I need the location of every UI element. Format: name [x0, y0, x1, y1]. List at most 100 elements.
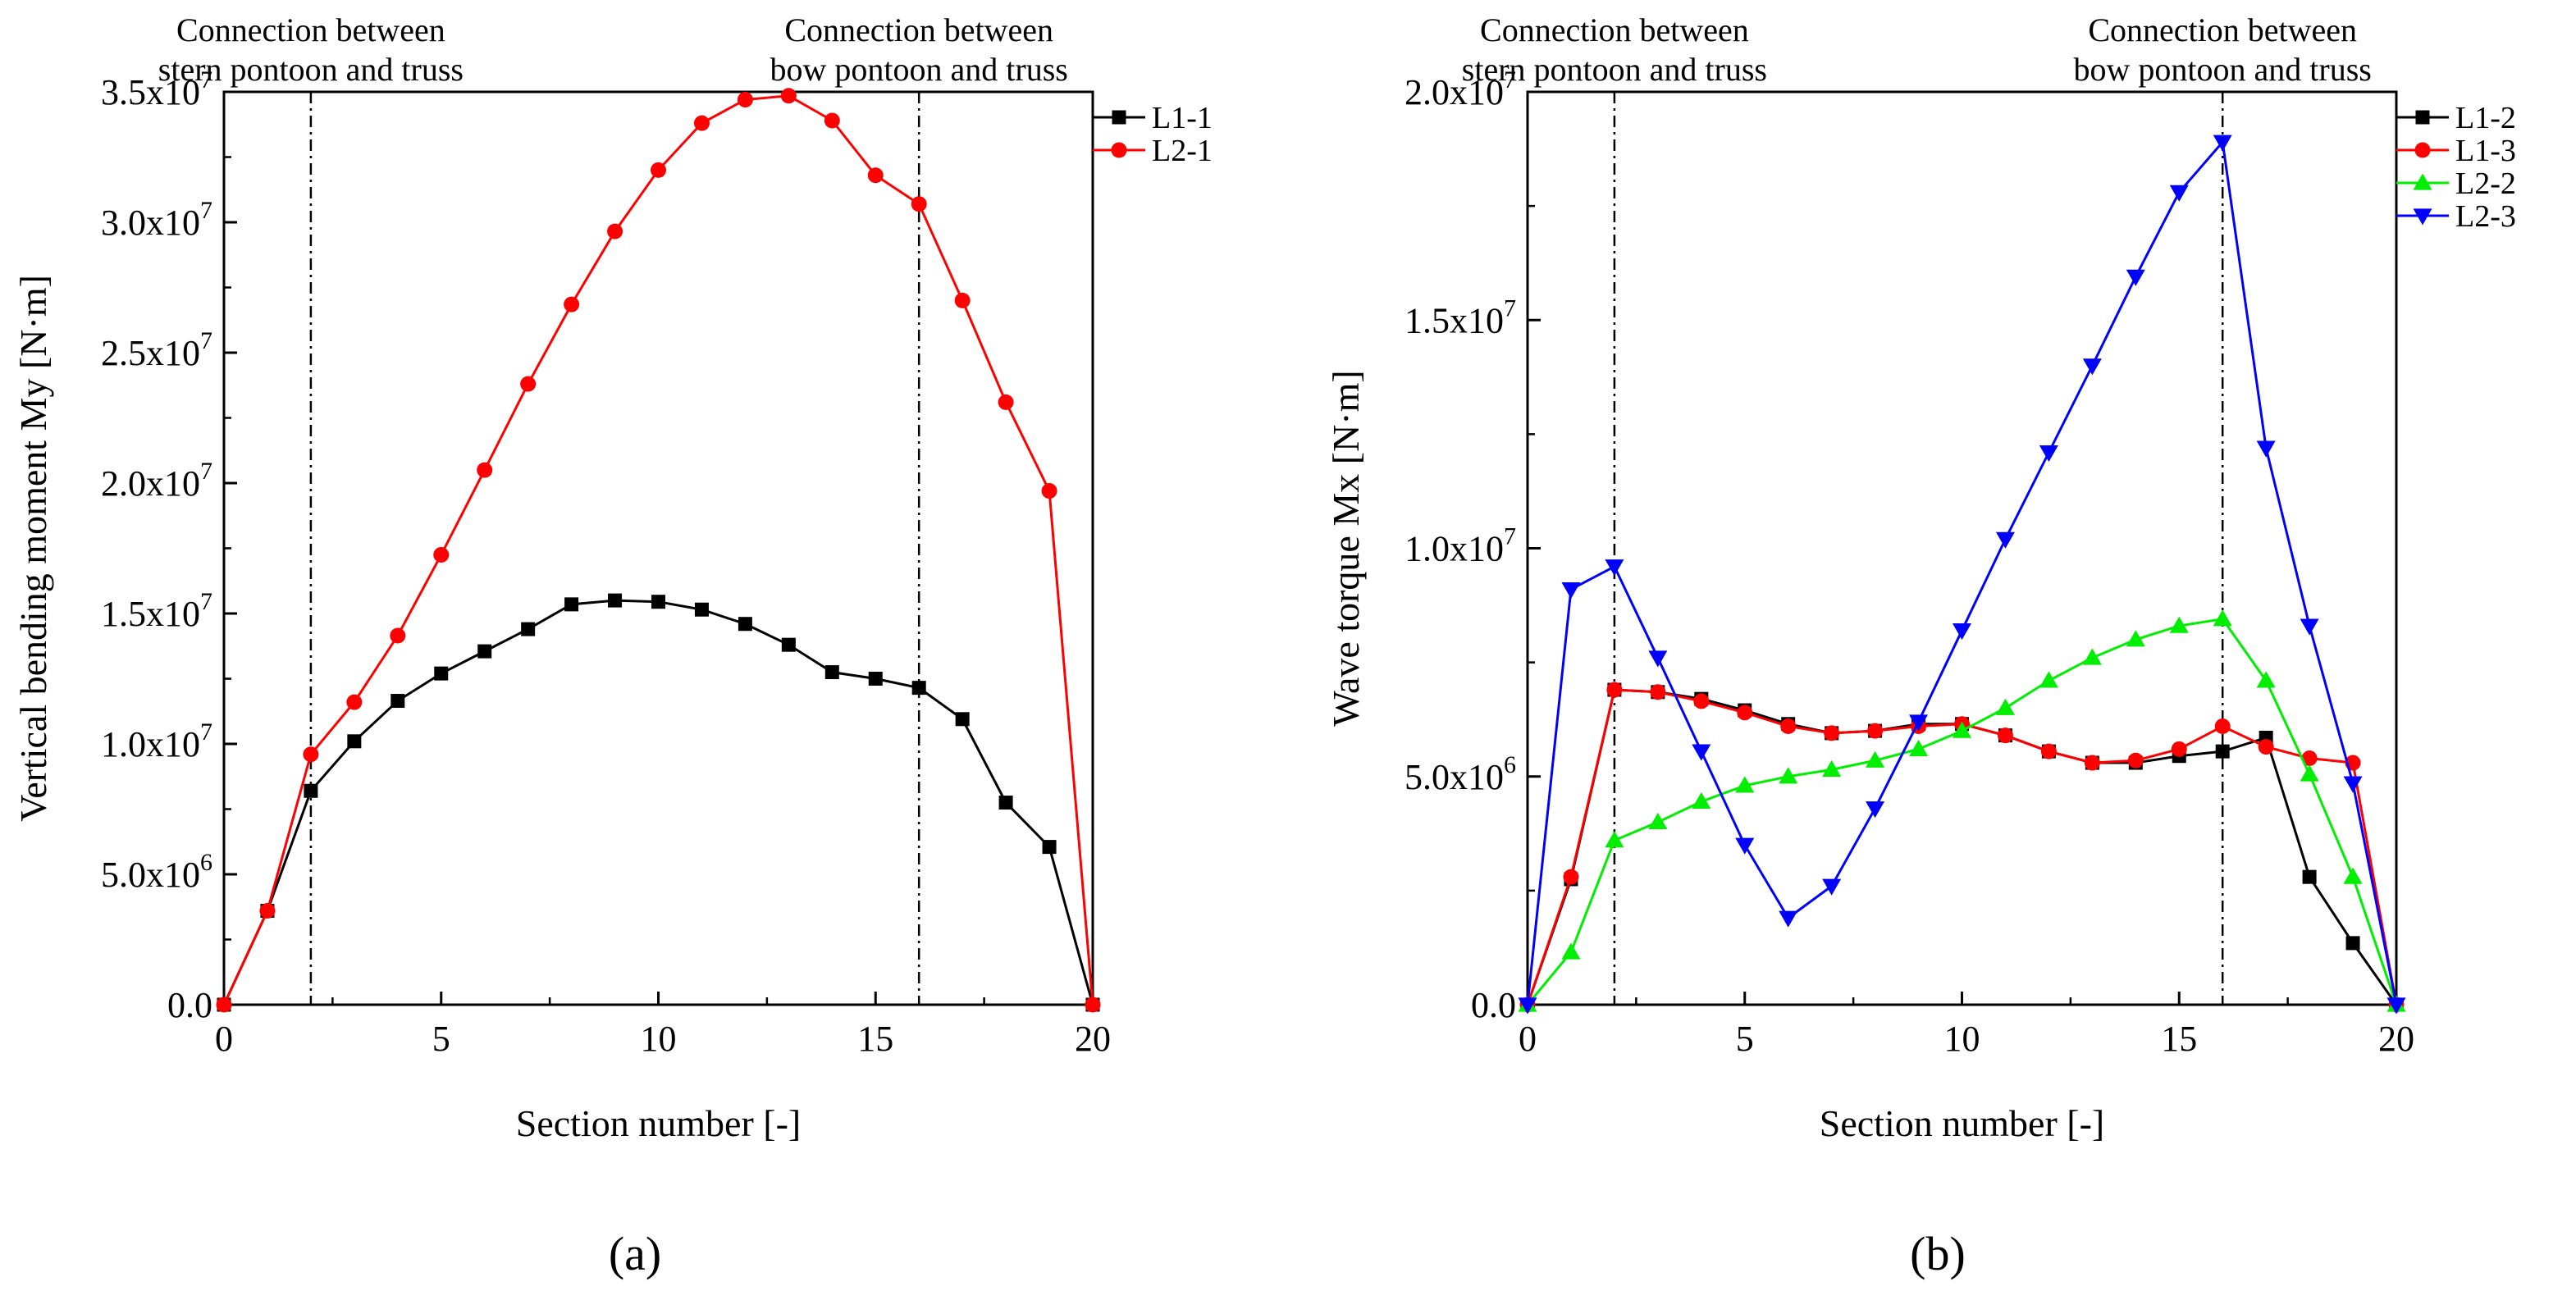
data-point-l2-2 [2256, 671, 2276, 688]
data-point-l2-3 [2039, 445, 2058, 463]
y-tick-base: 3.5x10 [101, 72, 200, 112]
data-point-l2-3 [2126, 269, 2145, 286]
data-point-l2-2 [2126, 630, 2145, 647]
y-tick-label: 1.5x107 [101, 588, 212, 634]
panel-b: 0 5 10 15 200.05.0x1061.0x1071.5x1072.0x107S… [1325, 11, 2516, 1280]
x-tick-label: 5 [1736, 1019, 1754, 1059]
data-point-l2-3 [1518, 997, 1537, 1015]
data-point-l2-1 [737, 92, 753, 108]
y-tick-exponent: 7 [200, 197, 212, 224]
data-point-l1-1 [781, 637, 796, 652]
connection-annotation: Connection between [784, 11, 1053, 48]
data-point-l2-3 [1779, 910, 1798, 928]
y-tick-exponent: 7 [200, 327, 212, 354]
data-point-l2-3 [2300, 618, 2319, 636]
connection-annotation: bow pontoon and truss [2074, 51, 2372, 88]
y-tick-base: 1.0x10 [1404, 529, 1504, 569]
connection-annotation: stern pontoon and truss [1462, 51, 1767, 88]
y-tick-base: 0.0 [167, 985, 212, 1025]
x-tick-label: 0 [215, 1019, 233, 1059]
data-point-l2-3 [1561, 582, 1581, 600]
data-point-l1-3 [2214, 718, 2231, 735]
y-axis-title: Vertical bending moment My [N·m] [12, 275, 54, 822]
data-point-l1-3 [2040, 743, 2057, 759]
data-point-l2-2 [1561, 942, 1581, 960]
legend-label: L2-2 [2455, 166, 2516, 201]
y-tick-label: 0.0 [1471, 985, 1516, 1025]
legend-marker [1112, 110, 1126, 125]
connection-annotation: Connection between [2088, 11, 2357, 48]
legend-label: L1-3 [2455, 134, 2516, 168]
y-tick-exponent: 7 [200, 718, 212, 746]
y-tick-base: 1.5x10 [101, 594, 200, 634]
legend-marker [2415, 110, 2430, 125]
data-point-l2-1 [303, 746, 319, 763]
y-tick-base: 5.0x10 [1404, 757, 1504, 797]
data-point-l2-1 [651, 162, 666, 178]
x-tick-label: 10 [1944, 1019, 1980, 1059]
y-tick-label: 0.0 [167, 985, 212, 1025]
y-tick-label: 1.5x107 [1404, 294, 1516, 340]
y-tick-base: 2.0x10 [101, 463, 200, 504]
data-point-l2-3 [2169, 185, 2189, 202]
data-point-l2-1 [1041, 483, 1057, 499]
connection-annotation: Connection between [1480, 11, 1749, 48]
legend-marker [2413, 208, 2432, 226]
data-point-l2-1 [954, 292, 971, 308]
data-point-l2-3 [1605, 559, 1624, 577]
data-point-l1-3 [1867, 723, 1884, 739]
data-point-l2-3 [1866, 801, 1885, 819]
data-point-l2-1 [259, 903, 276, 919]
data-point-l2-2 [2039, 671, 2058, 688]
legend-marker [2414, 142, 2431, 158]
y-tick-exponent: 7 [200, 66, 212, 94]
data-point-l2-1 [433, 546, 450, 563]
x-tick-label: 5 [432, 1019, 450, 1059]
data-point-l2-2 [1866, 750, 1885, 768]
y-tick-exponent: 7 [200, 458, 212, 485]
data-point-l2-1 [998, 394, 1014, 410]
data-point-l1-1 [434, 666, 449, 681]
legend-label: L1-1 [1152, 101, 1213, 135]
data-point-l2-1 [564, 296, 580, 312]
y-tick-exponent: 6 [200, 849, 212, 876]
data-point-l1-3 [1737, 705, 1753, 721]
data-point-l1-3 [1693, 693, 1710, 709]
data-point-l2-1 [911, 196, 927, 212]
y-tick-label: 2.0x107 [1404, 66, 1516, 112]
y-tick-exponent: 7 [1504, 294, 1516, 322]
data-point-l1-1 [868, 672, 883, 686]
data-point-l2-1 [867, 167, 884, 184]
connection-annotation: bow pontoon and truss [770, 51, 1068, 88]
data-point-l2-2 [2343, 867, 2363, 884]
data-point-l2-1 [824, 112, 840, 129]
y-tick-base: 0.0 [1471, 985, 1516, 1025]
x-tick-label: 20 [1075, 1019, 1111, 1059]
data-point-l2-2 [1605, 831, 1624, 848]
x-axis-title: Section number [-] [1820, 1102, 2104, 1144]
data-point-l2-3 [2082, 358, 2102, 376]
data-point-l2-3 [2343, 776, 2363, 793]
data-point-l2-3 [1735, 837, 1755, 855]
x-tick-label: 15 [857, 1019, 893, 1059]
data-point-l2-3 [2213, 135, 2232, 152]
y-tick-label: 1.0x107 [101, 718, 212, 764]
y-tick-label: 1.0x107 [1404, 523, 1516, 569]
panel-a: 0 5 10 15 200.05.0x1061.0x1071.5x1072.0x1072… [12, 11, 1213, 1280]
data-point-l1-1 [391, 694, 405, 709]
y-tick-label: 3.5x107 [101, 66, 212, 112]
legend-label: L2-3 [2455, 199, 2516, 234]
y-tick-label: 5.0x106 [101, 849, 212, 895]
data-point-l2-1 [780, 88, 797, 104]
data-point-l1-2 [2345, 936, 2360, 951]
data-point-l1-1 [521, 622, 536, 636]
data-point-l2-1 [693, 115, 710, 131]
data-point-l2-1 [520, 376, 537, 392]
data-point-l2-3 [2386, 997, 2406, 1015]
data-point-l2-2 [2300, 764, 2319, 782]
y-axis-title: Wave torque Mx [N·m] [1325, 370, 1367, 726]
data-point-l1-1 [608, 593, 623, 608]
data-point-l1-3 [1606, 682, 1623, 698]
data-point-l1-1 [694, 602, 709, 617]
